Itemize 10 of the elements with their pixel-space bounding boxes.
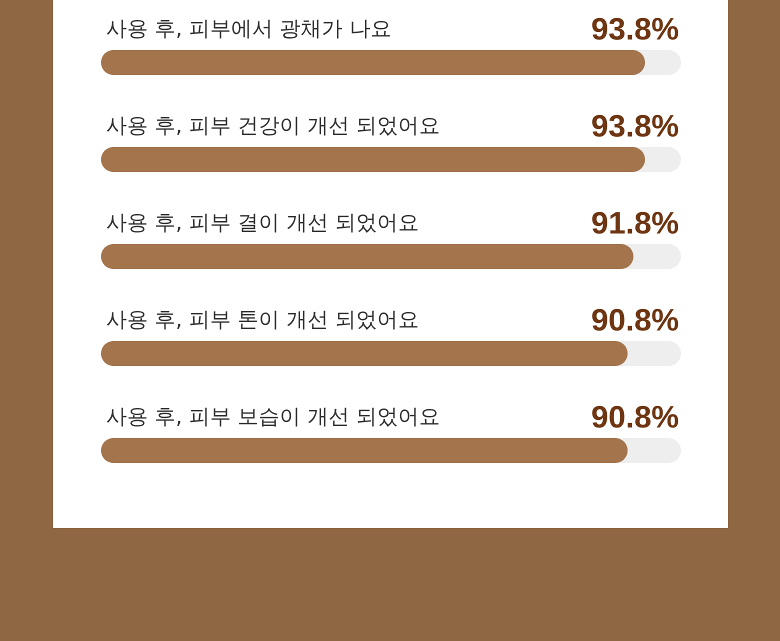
data-label: 90.8% (591, 400, 679, 434)
data-label: 90.8% (591, 302, 679, 338)
data-label: 93.8% (591, 108, 679, 144)
y-tick-label: 사용 후, 피부 보습이 개선 되었어요 (106, 404, 440, 428)
data-label: 91.8% (591, 206, 679, 240)
y-tick-label: 사용 후, 피부에서 광채가 나요 (106, 16, 392, 40)
y-tick-label: 사용 후, 피부 건강이 개선 되었어요 (106, 114, 440, 138)
y-tick-label: 사용 후, 피부 결이 개선 되었어요 (106, 210, 420, 234)
data-label: 93.8% (591, 12, 679, 46)
y-tick-label: 사용 후, 피부 톤이 개선 되었어요 (106, 308, 420, 332)
